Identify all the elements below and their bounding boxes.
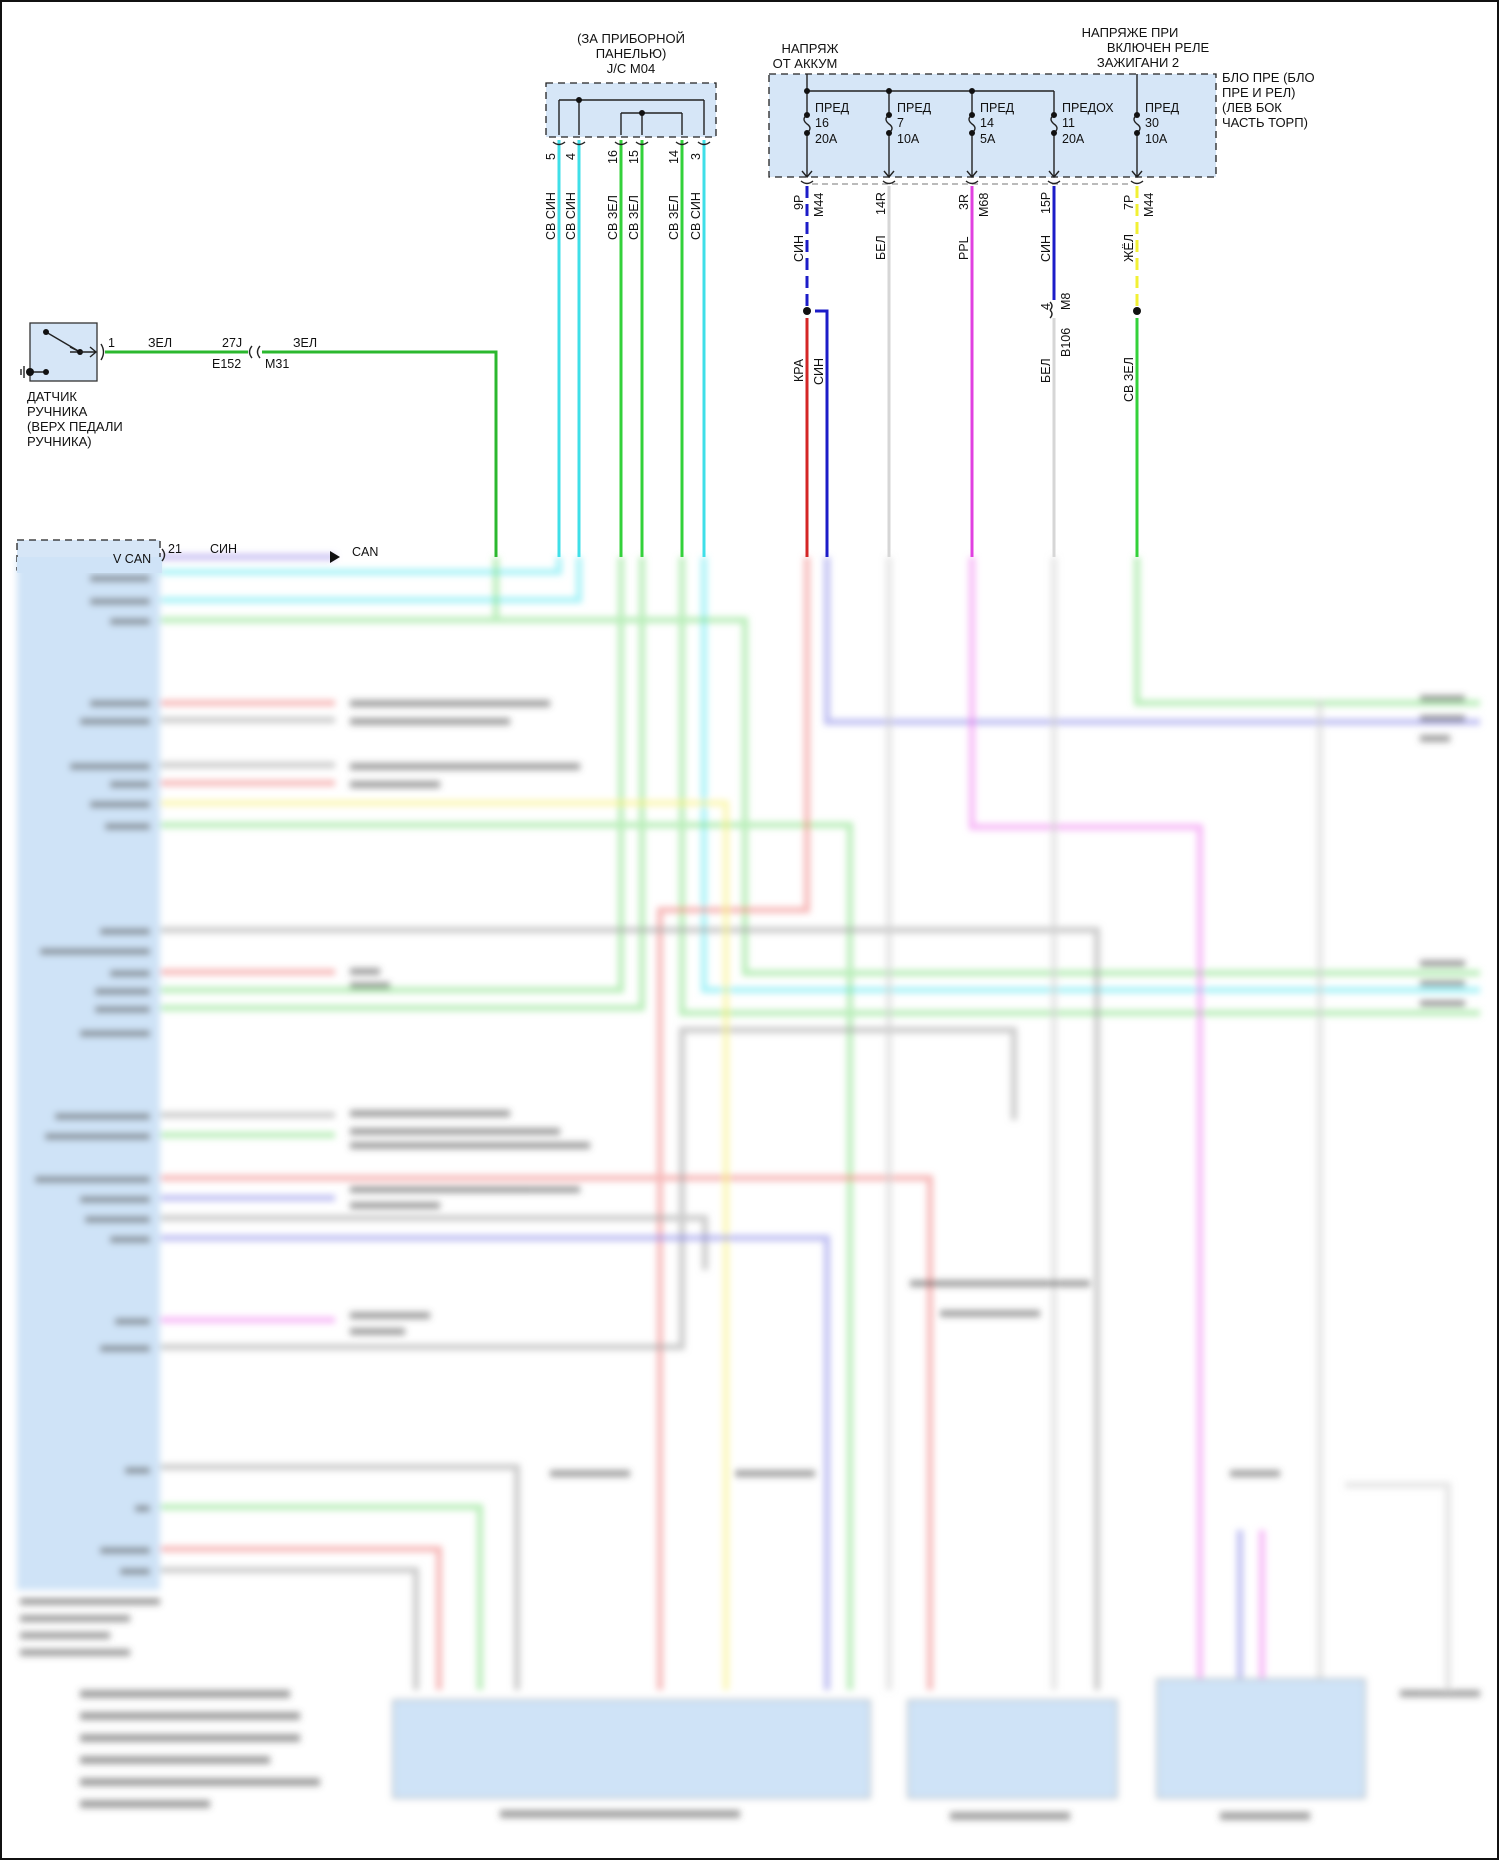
sensor-wire-color-2: ЗЕЛ <box>293 336 317 350</box>
fuse-output-pin: 9P <box>792 195 806 210</box>
bottom-module-2 <box>907 1699 1118 1799</box>
fuse-name: ПРЕД <box>815 101 850 115</box>
junction-pin-number: 5 <box>544 153 558 160</box>
sensor-label-line: ДАТЧИК <box>27 389 77 404</box>
module-wire-color: СИН <box>210 542 237 556</box>
connector-m31: M31 <box>265 357 289 371</box>
battery-supply-label: НАПРЯЖ <box>781 41 838 56</box>
junction-wire-color: СВ СИН <box>689 192 703 240</box>
sensor-label-line: РУЧНИКА <box>27 404 88 419</box>
sensor-label-line: РУЧНИКА) <box>27 434 92 449</box>
m8-connector-label: M8 <box>1059 293 1073 310</box>
fuse-box-label-line: (ЛЕВ БОК <box>1222 100 1282 115</box>
fuse-output-wire: СИН <box>792 235 806 262</box>
fuse-output-pin: 3R <box>957 194 971 210</box>
fuse-rating: 20A <box>1062 132 1085 146</box>
junction-wire-color: СВ СИН <box>564 192 578 240</box>
connector-e152: E152 <box>212 357 241 371</box>
fuse-symbols <box>801 88 1143 179</box>
can-arrow-icon <box>330 551 340 563</box>
fuse-box-label-line: БЛО ПРЕ (БЛО <box>1222 70 1315 85</box>
module-pin: 21 <box>168 542 182 556</box>
junction-title-line: ПАНЕЛЬЮ) <box>596 46 667 61</box>
fuse-output-pin: 7P <box>1122 195 1136 210</box>
fuse-name: ПРЕД <box>1145 101 1180 115</box>
fuse-relay-box: НАПРЯЖ ОТ АККУМ НАПРЯЖЕ ПРИ ВКЛЮЧЕН РЕЛЕ… <box>768 25 1315 557</box>
battery-supply-label: ОТ АККУМ <box>773 56 838 71</box>
fuse-name: ПРЕД <box>897 101 932 115</box>
junction-pin-number: 4 <box>564 153 578 160</box>
fuse-box-label-line: ПРЕ И РЕЛ) <box>1222 85 1295 100</box>
junction-pin-number: 3 <box>689 153 703 160</box>
control-module: V CAN 21 СИН CAN <box>16 539 378 573</box>
fuse-output-connector: M44 <box>1142 193 1156 217</box>
fuse-box-label-line: ЧАСТЬ ТОРП) <box>1222 115 1308 130</box>
fuse-name: ПРЕДОХ <box>1062 101 1114 115</box>
sensor-wire-color: ЗЕЛ <box>148 336 172 350</box>
ignition-supply-label: ЗАЖИГАНИ 2 <box>1097 55 1179 70</box>
fuse-number: 14 <box>980 116 994 130</box>
fuse-output-wire: ЖЁЛ <box>1122 234 1136 262</box>
junction-box <box>545 82 717 138</box>
junction-wire-color: СВ СИН <box>544 192 558 240</box>
fuse-number: 30 <box>1145 116 1159 130</box>
bottom-module-3 <box>1156 1678 1366 1799</box>
fuse-rating: 5A <box>980 132 996 146</box>
sensor-pin: 1 <box>108 336 115 350</box>
red-wire-label: КРА <box>792 358 806 382</box>
fuse-rating: 20A <box>815 132 838 146</box>
junction-title-line: (ЗА ПРИБОРНОЙ <box>577 31 685 46</box>
module-body <box>17 557 160 1590</box>
blurred-lower-diagram <box>17 554 1480 1820</box>
junction-pin-number: 14 <box>667 150 681 164</box>
ignition-supply-label: НАПРЯЖЕ ПРИ <box>1082 25 1179 40</box>
fuse-output-wire: PPL <box>957 236 971 260</box>
junction-pin-number: 16 <box>606 150 620 164</box>
ignition-supply-label: ВКЛЮЧЕН РЕЛЕ <box>1107 40 1210 55</box>
ground-icon <box>20 366 49 378</box>
blue-wire-label: СИН <box>812 358 826 385</box>
fuse-output-pin: 14R <box>874 192 888 215</box>
fuse-number: 11 <box>1062 116 1075 130</box>
junction-wire-color: СВ ЗЕЛ <box>606 195 620 240</box>
fuse-number: 7 <box>897 116 904 130</box>
fuse-output-wire: БЕЛ <box>874 235 888 260</box>
fuse-number: 16 <box>815 116 829 130</box>
white-wire-label: БЕЛ <box>1039 358 1053 383</box>
module-port-label: V CAN <box>113 552 151 566</box>
green-wire-label: СВ ЗЕЛ <box>1122 357 1136 402</box>
junction-title-line: J/C M04 <box>607 61 655 76</box>
fuse-output-connector: M44 <box>812 193 826 217</box>
junction-connector-m04: (ЗА ПРИБОРНОЙ ПАНЕЛЬЮ) J/C M04 5 4 16 15… <box>544 31 717 557</box>
bottom-module-1 <box>392 1699 871 1799</box>
fuse-rating: 10A <box>897 132 920 146</box>
fuse-output-wire: СИН <box>1039 235 1053 262</box>
fuse-output-connector: M68 <box>977 193 991 217</box>
b106-connector-label: B106 <box>1059 328 1073 357</box>
fuse-rating: 10A <box>1145 132 1168 146</box>
junction-pin-number: 15 <box>627 150 641 164</box>
can-bus-label: CAN <box>352 545 378 559</box>
junction-wire-color: СВ ЗЕЛ <box>627 195 641 240</box>
inline-pin: 27J <box>222 336 242 350</box>
parking-brake-sensor: 1 ЗЕЛ 27J E152 M31 ЗЕЛ ДАТЧИК РУЧНИКА (В… <box>20 322 498 557</box>
b106-pin-number: 4 <box>1039 303 1053 310</box>
fuse-output-pin: 15P <box>1039 192 1053 214</box>
fuse-name: ПРЕД <box>980 101 1015 115</box>
sensor-label-line: (ВЕРХ ПЕДАЛИ <box>27 419 123 434</box>
junction-wire-color: СВ ЗЕЛ <box>667 195 681 240</box>
